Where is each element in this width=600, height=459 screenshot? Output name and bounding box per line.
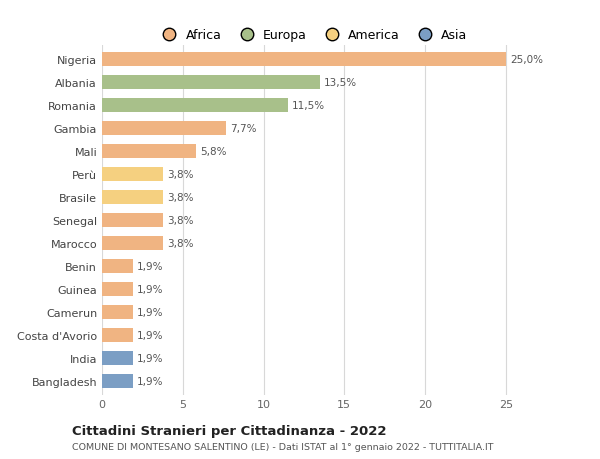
Bar (102, 190, 163, 205)
Text: 3,8%: 3,8% (167, 192, 194, 202)
Bar (102, 328, 133, 342)
Text: 7,7%: 7,7% (230, 123, 257, 134)
Text: 1,9%: 1,9% (137, 261, 163, 271)
Bar (102, 259, 133, 273)
Text: 3,8%: 3,8% (167, 215, 194, 225)
Bar (102, 144, 196, 158)
Text: 11,5%: 11,5% (292, 101, 325, 111)
Text: 1,9%: 1,9% (137, 376, 163, 386)
Bar (102, 351, 133, 365)
Bar (102, 282, 133, 297)
Bar (102, 121, 226, 135)
Bar (102, 98, 288, 112)
Text: 1,9%: 1,9% (137, 353, 163, 363)
Text: 1,9%: 1,9% (137, 307, 163, 317)
Bar (102, 305, 133, 319)
Bar (102, 52, 506, 67)
Bar (102, 167, 163, 181)
Bar (102, 75, 320, 90)
Text: 3,8%: 3,8% (167, 169, 194, 179)
Text: 1,9%: 1,9% (137, 284, 163, 294)
Text: 3,8%: 3,8% (167, 238, 194, 248)
Bar (102, 374, 133, 388)
Text: 13,5%: 13,5% (324, 78, 357, 88)
Bar (102, 213, 163, 227)
Text: COMUNE DI MONTESANO SALENTINO (LE) - Dati ISTAT al 1° gennaio 2022 - TUTTITALIA.: COMUNE DI MONTESANO SALENTINO (LE) - Dat… (72, 442, 493, 451)
Legend: Africa, Europa, America, Asia: Africa, Europa, America, Asia (152, 24, 472, 47)
Text: 25,0%: 25,0% (510, 55, 543, 65)
Text: 1,9%: 1,9% (137, 330, 163, 340)
Text: Cittadini Stranieri per Cittadinanza - 2022: Cittadini Stranieri per Cittadinanza - 2… (72, 424, 386, 437)
Bar (102, 236, 163, 251)
Text: 5,8%: 5,8% (200, 146, 226, 157)
